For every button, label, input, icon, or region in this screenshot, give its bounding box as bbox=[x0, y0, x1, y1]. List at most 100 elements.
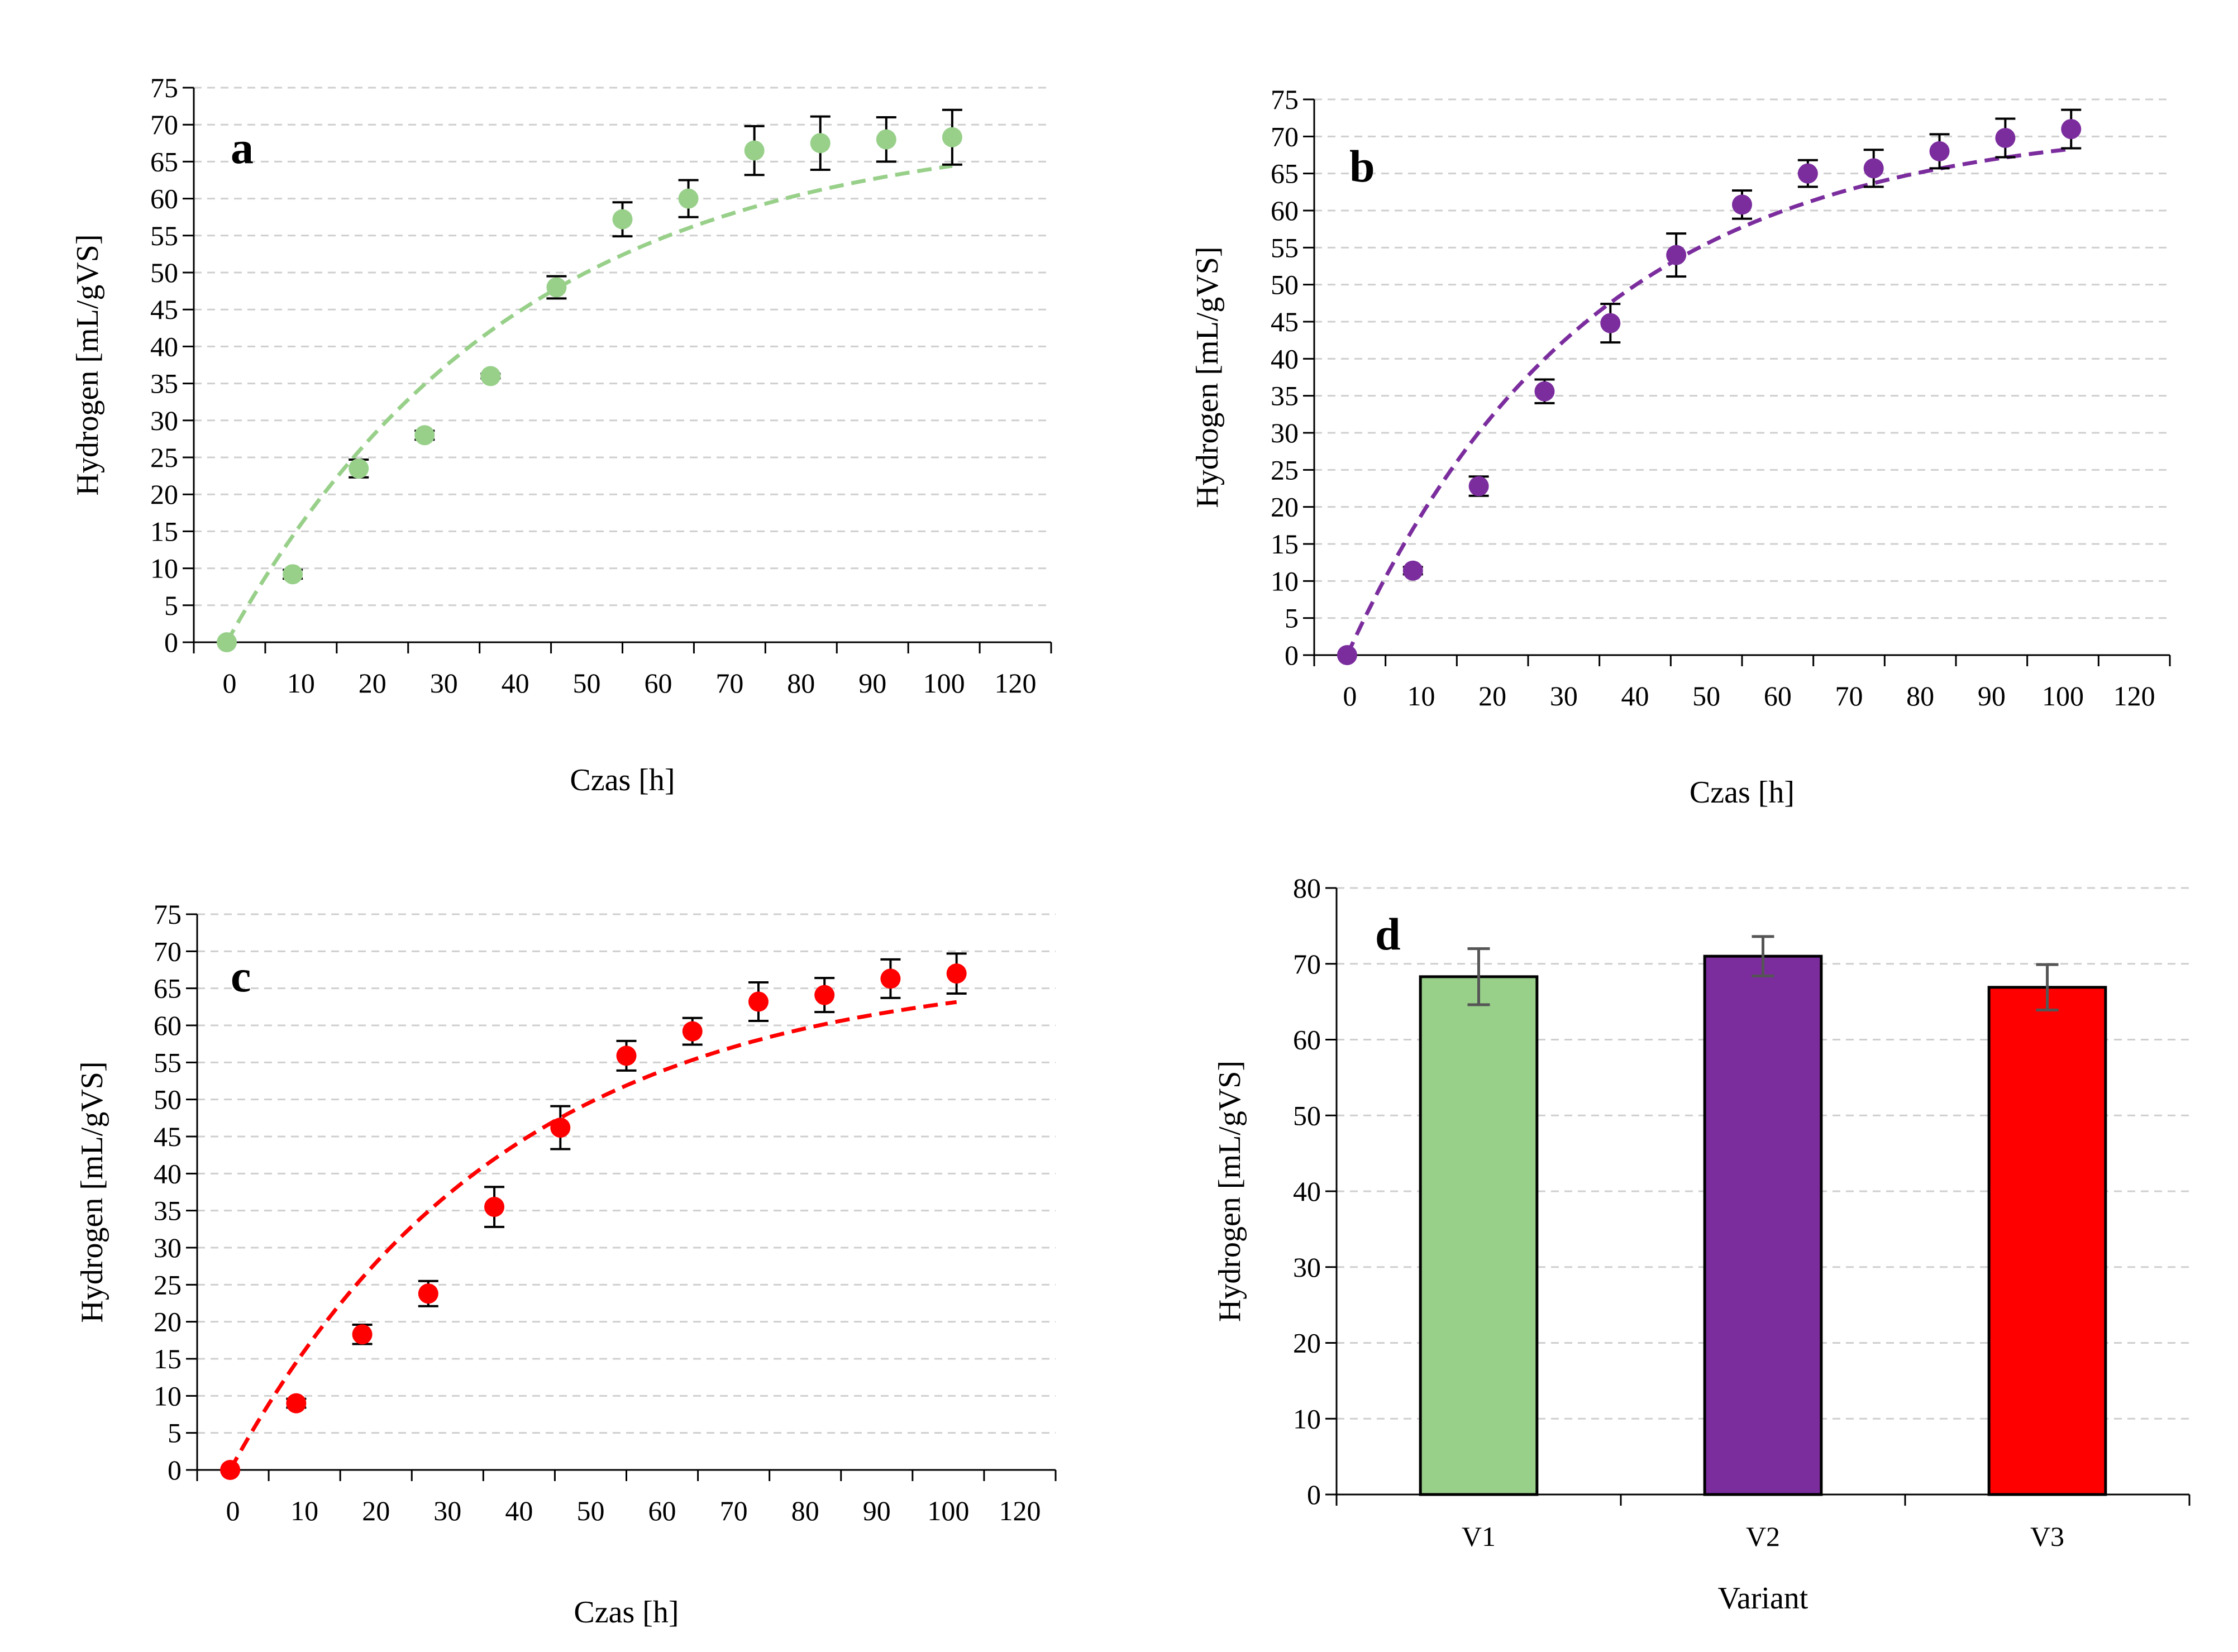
fit-curve bbox=[225, 164, 953, 643]
data-point bbox=[349, 458, 369, 479]
data-point bbox=[286, 1393, 307, 1414]
y-tick-label: 45 bbox=[154, 1121, 182, 1152]
data-point bbox=[2061, 119, 2082, 140]
data-point bbox=[550, 1118, 571, 1138]
x-tick-label: 60 bbox=[648, 1495, 676, 1526]
data-point bbox=[814, 985, 835, 1005]
y-tick-label: 35 bbox=[154, 1195, 182, 1226]
y-tick-label: 40 bbox=[1293, 1176, 1321, 1207]
y-tick-label: 60 bbox=[1271, 195, 1299, 226]
x-tick-label: 50 bbox=[573, 667, 601, 699]
data-point bbox=[1929, 141, 1950, 161]
data-point bbox=[810, 133, 831, 154]
y-tick-label: 70 bbox=[150, 109, 178, 140]
x-tick-label: 70 bbox=[1835, 680, 1863, 712]
y-tick-label: 80 bbox=[1293, 872, 1321, 904]
x-tick-label: 40 bbox=[1621, 680, 1649, 712]
y-tick-label: 25 bbox=[1271, 454, 1299, 485]
data-point bbox=[1995, 127, 2016, 148]
x-tick-label: 10 bbox=[287, 667, 315, 699]
y-tick-label: 65 bbox=[1271, 158, 1299, 189]
data-point bbox=[1732, 194, 1752, 215]
y-tick-label: 25 bbox=[154, 1269, 182, 1300]
data-point bbox=[616, 1045, 637, 1066]
x-tick-label: 90 bbox=[1978, 680, 2006, 712]
x-tick-label: 70 bbox=[720, 1495, 748, 1526]
y-tick-label: 0 bbox=[164, 627, 178, 658]
data-point bbox=[1863, 158, 1884, 179]
y-tick-label: 10 bbox=[150, 553, 178, 584]
y-tick-label: 55 bbox=[1271, 232, 1299, 263]
data-point bbox=[876, 129, 896, 150]
data-point bbox=[1600, 313, 1621, 333]
data-point bbox=[946, 963, 967, 984]
y-tick-label: 45 bbox=[150, 294, 178, 325]
x-tick-label: 30 bbox=[433, 1495, 461, 1526]
x-tick-label: 120 bbox=[2113, 680, 2155, 712]
error-bar bbox=[1467, 947, 1490, 1006]
data-point bbox=[1534, 381, 1555, 402]
x-tick-label: 20 bbox=[359, 667, 386, 699]
y-tick-label: 65 bbox=[150, 146, 178, 177]
panel-a-scatter-chart: a 0 5 10 15 20 25 30 35 40 45 50 55 60 65 70 75 0 10 20 30 4… bbox=[70, 72, 1052, 798]
y-tick-label: 70 bbox=[1293, 948, 1321, 980]
bar-v1 bbox=[1419, 975, 1539, 1496]
x-tick-label: 50 bbox=[576, 1495, 604, 1526]
x-tick-label: 20 bbox=[1478, 680, 1506, 712]
data-point bbox=[546, 277, 567, 298]
x-tick-label: 100 bbox=[2042, 680, 2084, 712]
x-tick-label: 30 bbox=[430, 667, 458, 699]
x-tick-label: 0 bbox=[226, 1495, 240, 1526]
data-point bbox=[352, 1324, 373, 1345]
data-point bbox=[418, 1283, 438, 1304]
fit-curve bbox=[1345, 147, 2072, 656]
x-tick-label: 80 bbox=[791, 1495, 819, 1526]
error-bar bbox=[2036, 963, 2059, 1012]
panel-c-scatter-chart: c 0 5 10 15 20 25 30 35 40 45 50 55 60 65 70 75 0 10 20 30 4… bbox=[75, 899, 1057, 1630]
y-tick-label: 0 bbox=[168, 1454, 182, 1486]
y-tick-label: 30 bbox=[154, 1232, 182, 1263]
y-tick-label: 60 bbox=[1293, 1024, 1321, 1056]
panel-b-scatter-chart: b 0 5 10 15 20 25 30 35 40 45 50 55 60 65 70 75 0 10 20 30 4… bbox=[1190, 84, 2171, 810]
y-axis-title: Hydrogen [mL/gVS] bbox=[70, 234, 105, 495]
y-tick-label: 10 bbox=[154, 1380, 182, 1411]
y-tick-label: 5 bbox=[168, 1417, 182, 1449]
data-point bbox=[744, 140, 765, 161]
y-tick-label: 20 bbox=[150, 479, 178, 510]
x-tick-label: 10 bbox=[290, 1495, 318, 1526]
y-tick-label: 5 bbox=[164, 590, 178, 621]
y-tick-label: 60 bbox=[150, 183, 178, 214]
y-tick-label: 40 bbox=[154, 1158, 182, 1189]
y-tick-label: 75 bbox=[1271, 84, 1299, 115]
panel-d-letter: d bbox=[1375, 909, 1401, 959]
data-point bbox=[1402, 560, 1423, 581]
x-tick-label: V1 bbox=[1462, 1521, 1496, 1552]
y-tick-label: 15 bbox=[150, 515, 178, 547]
x-tick-label: 0 bbox=[1343, 680, 1357, 712]
x-tick-label: 100 bbox=[923, 667, 965, 699]
x-tick-label: 120 bbox=[995, 667, 1037, 699]
x-axis-title: Czas [h] bbox=[570, 763, 675, 798]
x-tick-label: 120 bbox=[999, 1495, 1041, 1526]
x-tick-label: 20 bbox=[362, 1495, 390, 1526]
panel-a-letter: a bbox=[231, 122, 254, 173]
y-tick-label: 30 bbox=[1293, 1252, 1321, 1283]
data-point bbox=[1337, 645, 1357, 665]
y-tick-label: 50 bbox=[150, 257, 178, 288]
y-tick-label: 50 bbox=[1293, 1100, 1321, 1131]
panel-d-bar-chart: d 0 10 20 30 40 50 60 70 80 V1 V2 V3 Variant Hydrogen… bbox=[1213, 872, 2191, 1616]
y-tick-label: 40 bbox=[1271, 343, 1299, 374]
data-point bbox=[414, 425, 435, 446]
gridlines bbox=[197, 913, 1056, 1434]
data-point bbox=[217, 632, 237, 652]
data-point bbox=[612, 209, 633, 230]
data-point bbox=[678, 188, 699, 209]
data-point bbox=[682, 1021, 703, 1042]
bar-v2 bbox=[1703, 954, 1823, 1496]
x-tick-label: 30 bbox=[1550, 680, 1578, 712]
y-tick-label: 45 bbox=[1271, 306, 1299, 337]
gridlines bbox=[194, 87, 1051, 607]
y-tick-label: 35 bbox=[1271, 380, 1299, 412]
x-tick-label: 80 bbox=[1906, 680, 1934, 712]
